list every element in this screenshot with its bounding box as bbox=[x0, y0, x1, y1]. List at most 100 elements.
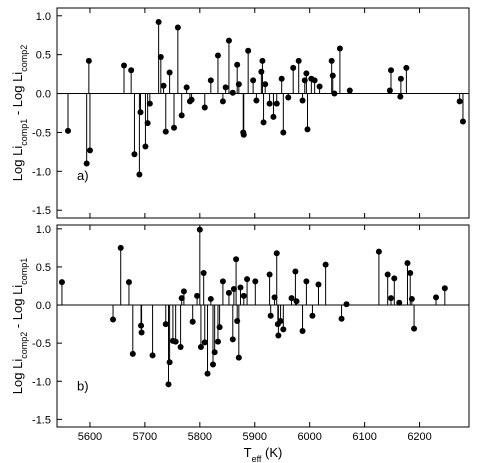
point bbox=[303, 278, 310, 285]
y-tick-label: -1.0 bbox=[32, 376, 51, 388]
point bbox=[292, 268, 299, 275]
point bbox=[397, 75, 404, 82]
point bbox=[219, 98, 226, 105]
point bbox=[331, 90, 338, 97]
point bbox=[64, 127, 71, 134]
point bbox=[128, 67, 135, 74]
y-tick-label: 1.0 bbox=[36, 11, 51, 23]
x-axis-label-subscript: eff bbox=[252, 454, 262, 463]
point bbox=[121, 62, 128, 69]
point bbox=[171, 124, 178, 131]
y-tick-label: -1.5 bbox=[32, 414, 51, 426]
y-axis-label: Log Licomp2 - Log Licomp1 bbox=[10, 258, 29, 394]
x-axis-label-part: T bbox=[244, 445, 252, 460]
point bbox=[129, 350, 136, 357]
point bbox=[299, 97, 306, 104]
y-tick-label: -1.0 bbox=[32, 166, 51, 178]
point bbox=[178, 112, 185, 119]
point bbox=[303, 70, 310, 77]
point bbox=[178, 295, 185, 302]
point bbox=[197, 343, 204, 350]
plot-frame bbox=[56, 7, 470, 219]
point bbox=[270, 113, 277, 120]
y-axis-label-subscript: comp1 bbox=[19, 258, 29, 285]
point bbox=[157, 54, 164, 60]
point bbox=[166, 359, 173, 366]
point bbox=[404, 260, 411, 267]
x-axis-label: Teff (K) bbox=[244, 445, 283, 463]
y-tick-label: 0.0 bbox=[36, 300, 51, 312]
point bbox=[136, 171, 143, 178]
y-axis-label-part: - Log Li bbox=[10, 285, 25, 332]
point bbox=[456, 98, 463, 105]
point bbox=[316, 83, 323, 90]
y-axis-label-part: - Log Li bbox=[10, 72, 25, 119]
point bbox=[387, 295, 394, 302]
point bbox=[408, 295, 415, 302]
point bbox=[174, 24, 181, 31]
point bbox=[235, 354, 242, 361]
point bbox=[189, 318, 196, 325]
point bbox=[375, 248, 382, 255]
x-tick-label: 5600 bbox=[78, 431, 102, 443]
point bbox=[165, 381, 172, 388]
point bbox=[125, 279, 132, 286]
point bbox=[244, 276, 251, 283]
point bbox=[166, 69, 173, 76]
point bbox=[322, 261, 329, 268]
point bbox=[233, 256, 240, 263]
point bbox=[188, 96, 195, 103]
point bbox=[86, 147, 93, 154]
panel-annotation: b) bbox=[77, 379, 89, 394]
point bbox=[58, 279, 65, 286]
point bbox=[346, 87, 353, 94]
point bbox=[277, 318, 284, 325]
point bbox=[441, 285, 448, 292]
point bbox=[252, 278, 259, 285]
point bbox=[216, 324, 223, 331]
point bbox=[280, 129, 287, 136]
y-tick-label: 0.0 bbox=[36, 89, 51, 101]
y-tick-label: 0.5 bbox=[36, 262, 51, 274]
point bbox=[304, 126, 311, 133]
y-axis-label: Log Licomp1 - Log Licomp2 bbox=[10, 45, 29, 181]
point bbox=[146, 100, 153, 107]
point bbox=[343, 301, 350, 308]
point bbox=[214, 338, 221, 345]
point bbox=[267, 312, 274, 319]
point bbox=[144, 120, 151, 127]
point bbox=[162, 128, 169, 135]
point bbox=[177, 343, 184, 350]
plot-frame bbox=[56, 224, 470, 428]
y-tick-label: -0.5 bbox=[32, 338, 51, 350]
point bbox=[258, 68, 265, 75]
point bbox=[200, 270, 207, 277]
point bbox=[234, 61, 241, 68]
point bbox=[338, 315, 345, 322]
point bbox=[315, 281, 322, 288]
point bbox=[387, 67, 394, 74]
point bbox=[204, 370, 211, 377]
y-axis-label-part: Log Li bbox=[10, 359, 25, 395]
y-axis-label-part: Log Li bbox=[10, 146, 25, 182]
point bbox=[229, 336, 236, 343]
point bbox=[391, 275, 398, 282]
point bbox=[266, 100, 273, 107]
point bbox=[411, 325, 418, 332]
point bbox=[275, 332, 282, 339]
y-axis-label-subscript: comp1 bbox=[19, 119, 29, 146]
x-tick-label: 5800 bbox=[188, 431, 212, 443]
point bbox=[280, 326, 287, 333]
point bbox=[138, 329, 145, 336]
point bbox=[386, 87, 393, 94]
point bbox=[219, 278, 226, 285]
point bbox=[407, 270, 414, 277]
point bbox=[131, 151, 138, 158]
point bbox=[299, 327, 306, 334]
point bbox=[162, 321, 169, 328]
point bbox=[397, 93, 404, 100]
point bbox=[288, 295, 295, 302]
point bbox=[309, 312, 316, 319]
point bbox=[85, 57, 92, 64]
